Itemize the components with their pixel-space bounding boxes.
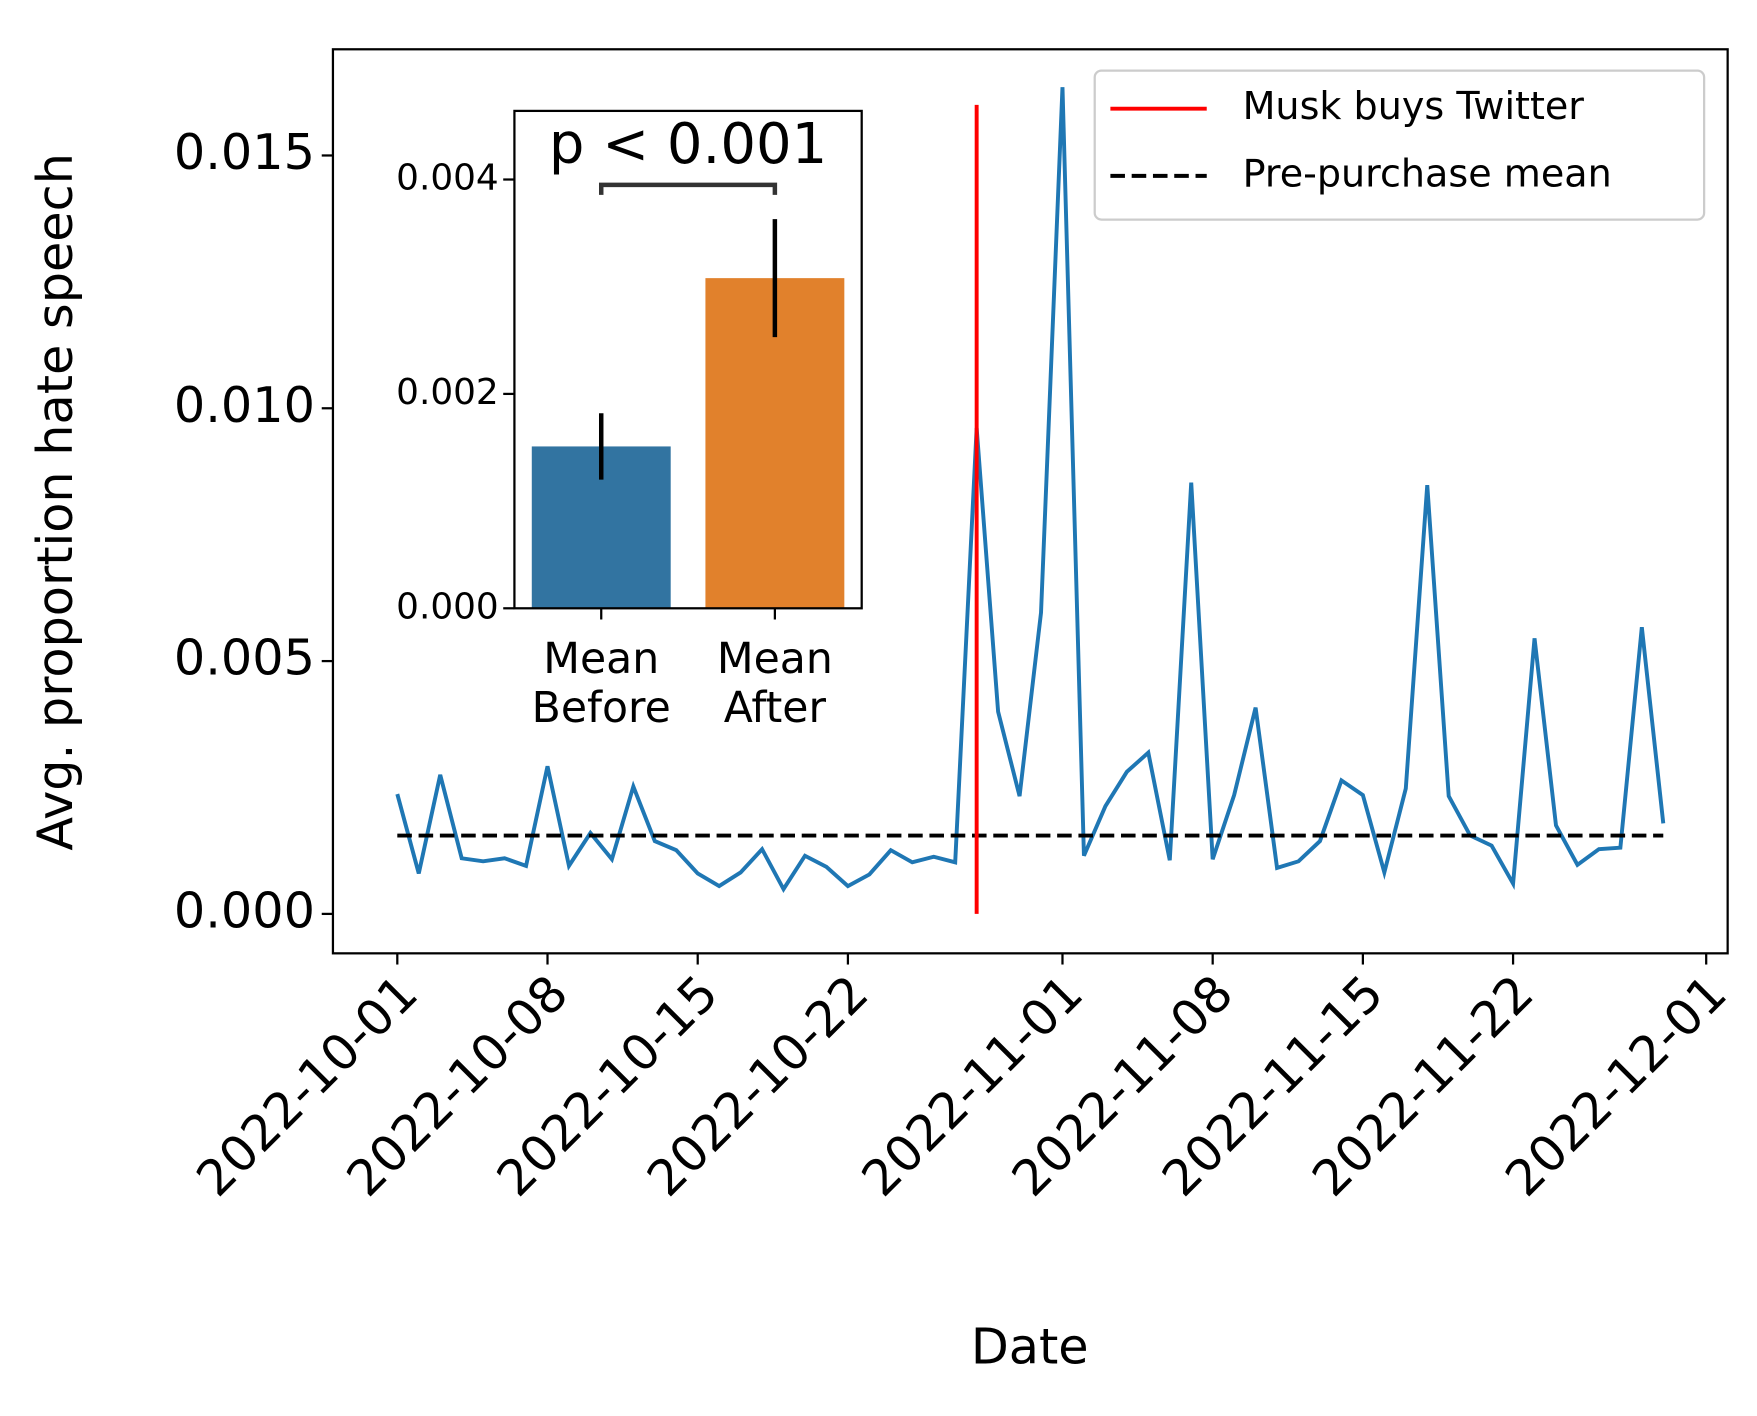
- plot-frame: [331, 48, 1729, 955]
- y-tick-label: 0.000: [174, 881, 315, 939]
- x-tick-label: Mean After: [717, 633, 833, 732]
- y-tick-label: 0.005: [174, 629, 315, 687]
- x-tick-label: Mean Before: [532, 633, 671, 732]
- y-tick-label: 0.004: [396, 158, 499, 199]
- significance-bracket: [598, 182, 778, 195]
- y-tick-label: 0.002: [396, 372, 499, 413]
- y-tick-label: 0.015: [174, 123, 315, 181]
- legend-label: Pre-purchase mean: [1243, 151, 1612, 195]
- significance-label: p < 0.001: [549, 112, 827, 177]
- y-axis-label: Avg. proportion hate speech: [26, 153, 84, 851]
- data-line: [395, 87, 1666, 893]
- inset-frame: [513, 109, 863, 610]
- legend-label: Musk buys Twitter: [1243, 84, 1585, 128]
- x-axis-label: Date: [971, 1317, 1089, 1375]
- y-tick-label: 0.010: [174, 376, 315, 434]
- legend-box: [1093, 69, 1706, 221]
- y-tick-label: 0.000: [396, 586, 499, 627]
